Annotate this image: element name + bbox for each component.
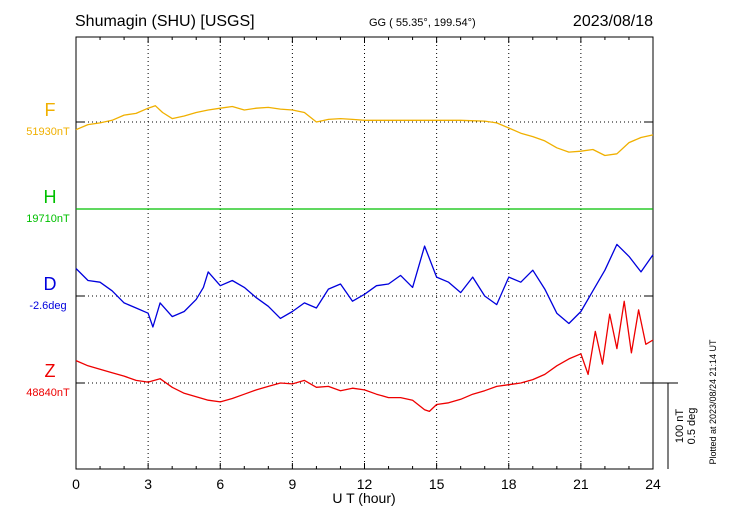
x-tick-label: 6 — [216, 476, 224, 492]
scale-nt-label: 100 nT — [674, 409, 686, 444]
series-name-D: D — [44, 274, 57, 294]
baseline-value-D: -2.6deg — [29, 300, 66, 312]
x-tick-label: 21 — [573, 476, 589, 492]
coordinates-label: GG ( 55.35°, 199.54°) — [369, 17, 476, 29]
baseline-value-Z: 48840nT — [26, 387, 70, 399]
x-tick-label: 15 — [429, 476, 445, 492]
series-name-F: F — [45, 100, 56, 120]
scale-deg-label: 0.5 deg — [686, 408, 698, 445]
x-axis-ticks: 0 3 6 9 12 15 18 21 24 — [72, 37, 661, 492]
series-lines — [75, 105, 654, 413]
x-tick-label: 3 — [144, 476, 152, 492]
x-tick-label: 18 — [501, 476, 517, 492]
grid-lines — [76, 37, 653, 469]
x-axis-title: U T (hour) — [332, 490, 395, 506]
baseline-value-H: 19710nT — [26, 213, 70, 225]
x-tick-label: 12 — [357, 476, 373, 492]
series-name-Z: Z — [45, 361, 56, 381]
series-line-D — [75, 243, 654, 328]
series-line-F — [75, 105, 654, 157]
x-tick-label: 9 — [288, 476, 296, 492]
series-line-Z — [75, 300, 654, 413]
baseline-value-F: 51930nT — [26, 126, 70, 138]
scale-bar: 100 nT 0.5 deg — [640, 382, 698, 469]
date-label: 2023/08/18 — [573, 13, 653, 30]
series-name-H: H — [44, 187, 57, 207]
series-labels: F 51930nT H 19710nT D -2.6deg Z 48840nT — [26, 100, 70, 399]
station-title: Shumagin (SHU) [USGS] — [75, 13, 255, 30]
plotted-note: Plotted at 2023/08/24 21:14 UT — [708, 339, 718, 465]
x-tick-label: 0 — [72, 476, 80, 492]
x-tick-label: 24 — [645, 476, 661, 492]
